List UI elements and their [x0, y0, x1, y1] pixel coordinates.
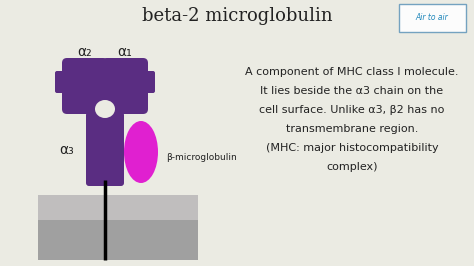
- Text: (MHC: major histocompatibility: (MHC: major histocompatibility: [266, 143, 438, 153]
- Text: Air to air: Air to air: [416, 14, 448, 23]
- FancyBboxPatch shape: [399, 4, 466, 32]
- Text: beta-2 microglobulin: beta-2 microglobulin: [142, 7, 332, 25]
- Bar: [38, 220, 198, 260]
- Text: complex): complex): [326, 162, 378, 172]
- Text: β-microglobulin: β-microglobulin: [166, 153, 237, 163]
- Text: α₃: α₃: [60, 143, 74, 157]
- Text: transmembrane region.: transmembrane region.: [286, 124, 418, 134]
- FancyBboxPatch shape: [55, 71, 71, 93]
- Ellipse shape: [124, 121, 158, 183]
- FancyBboxPatch shape: [102, 58, 148, 114]
- FancyBboxPatch shape: [62, 58, 108, 114]
- Bar: [38, 195, 198, 220]
- FancyBboxPatch shape: [93, 104, 117, 118]
- Text: cell surface. Unlike α3, β2 has no: cell surface. Unlike α3, β2 has no: [259, 105, 445, 115]
- FancyBboxPatch shape: [86, 112, 124, 186]
- Text: It lies beside the α3 chain on the: It lies beside the α3 chain on the: [260, 86, 444, 96]
- Text: α₂: α₂: [78, 45, 92, 59]
- Text: α₁: α₁: [118, 45, 132, 59]
- Text: A component of MHC class I molecule.: A component of MHC class I molecule.: [245, 67, 459, 77]
- Ellipse shape: [95, 100, 115, 118]
- FancyBboxPatch shape: [139, 71, 155, 93]
